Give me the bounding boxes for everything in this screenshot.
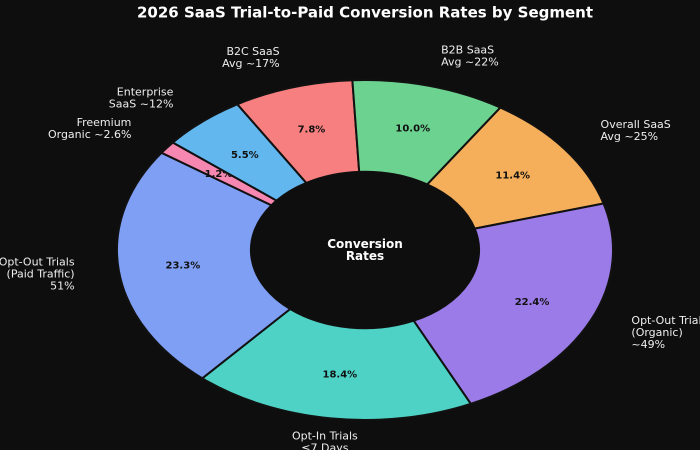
value-label: 22.4% [515, 297, 550, 308]
value-label: 18.4% [322, 370, 357, 381]
value-label: 10.0% [395, 124, 430, 135]
value-label: 7.8% [298, 125, 326, 136]
value-label: 5.5% [231, 150, 259, 161]
value-label: 23.3% [166, 260, 201, 271]
category-label: B2C SaaS Avg ~17% [222, 45, 280, 70]
category-label: Opt-In Trials≤7 Days40.4% [292, 430, 358, 450]
category-label: Opt-Out Trials (Paid Traffic) 51% [0, 256, 75, 293]
donut-hole [250, 171, 480, 329]
center-label: Conversion Rates [327, 237, 403, 263]
category-label: Enterprise SaaS ~12% [109, 85, 174, 110]
category-label: B2B SaaS Avg ~22% [441, 43, 499, 68]
value-label: 1.2% [205, 169, 233, 180]
chart-title: 2026 SaaS Trial-to-Paid Conversion Rates… [137, 4, 593, 22]
category-label: Overall SaaS Avg ~25% [601, 118, 671, 143]
category-label: Freemium Organic ~2.6% [48, 116, 131, 141]
donut-slice [171, 103, 308, 202]
category-label: Opt-Out Trials (Organic) ~49% [631, 314, 700, 351]
value-label: 11.4% [495, 170, 530, 181]
